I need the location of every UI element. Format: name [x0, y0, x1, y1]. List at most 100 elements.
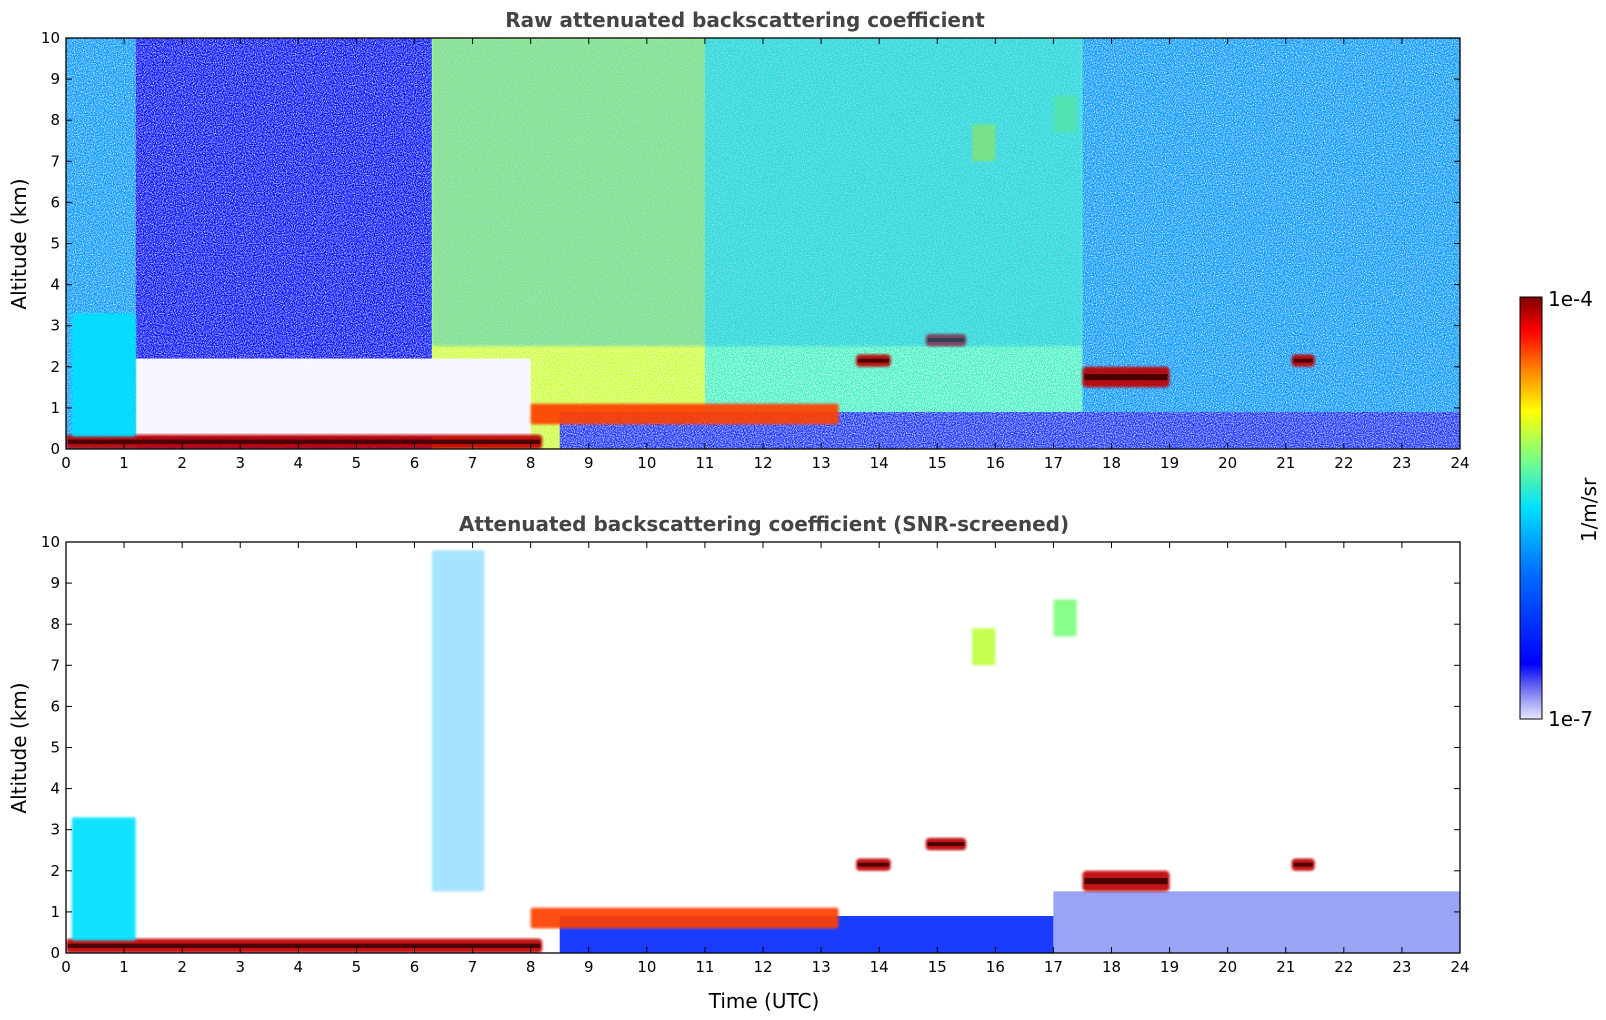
- heatmap-screened: [66, 542, 1460, 953]
- colorbar-gradient: [1519, 296, 1543, 720]
- x-axis-ticks: 0 1 2 3 4 5 6 7 8 9 10 11 12 13 14 15 16 17 18 19 20 21 22 23 24: [61, 38, 1470, 472]
- x-tick-label: 3: [235, 454, 245, 472]
- y-tick-label: 3: [50, 821, 60, 839]
- feature-cirrus-16h: [972, 628, 996, 666]
- y-tick-label: 7: [50, 152, 60, 170]
- x-tick-label: 24: [1450, 454, 1469, 472]
- feature-core-cloud-18h: [1084, 373, 1168, 381]
- y-tick-label: 8: [50, 615, 60, 633]
- x-tick-label: 16: [986, 454, 1005, 472]
- y-tick-label: 6: [50, 193, 60, 211]
- heatmap-cells: [66, 542, 1460, 953]
- x-tick-label: 14: [870, 454, 889, 472]
- x-tick-label: 9: [584, 454, 594, 472]
- panel-title-screened: Attenuated backscattering coefficient (S…: [459, 512, 1069, 536]
- x-tick-label: 19: [1160, 958, 1179, 976]
- x-tick-label: 18: [1102, 454, 1121, 472]
- x-axis-ticks: 0 1 2 3 4 5 6 7 8 9 10 11 12 13 14 15 16 17 18 19 20 21 22 23 24: [61, 542, 1470, 976]
- x-tick-label: 23: [1392, 454, 1411, 472]
- x-tick-label: 2: [177, 454, 187, 472]
- y-tick-label: 6: [50, 697, 60, 715]
- x-tick-label: 14: [870, 958, 889, 976]
- x-axis-label: Time (UTC): [708, 989, 820, 1013]
- x-tick-label: 11: [695, 454, 714, 472]
- x-tick-label: 17: [1044, 454, 1063, 472]
- x-tick-label: 6: [410, 454, 420, 472]
- y-tick-label: 0: [50, 944, 60, 962]
- colorbar-min-label: 1e-7: [1548, 707, 1593, 731]
- x-tick-label: 21: [1276, 958, 1295, 976]
- x-tick-label: 18: [1102, 958, 1121, 976]
- x-tick-label: 7: [468, 454, 478, 472]
- x-tick-label: 12: [753, 454, 772, 472]
- y-tick-label: 9: [50, 574, 60, 592]
- x-tick-label: 1: [119, 454, 129, 472]
- y-axis-label: Altitude (km): [7, 682, 31, 813]
- x-tick-label: 4: [294, 454, 304, 472]
- feature-upper-noise: [431, 38, 1083, 347]
- x-tick-label: 5: [352, 454, 362, 472]
- x-tick-label: 0: [61, 454, 71, 472]
- y-tick-label: 8: [50, 111, 60, 129]
- y-tick-label: 3: [50, 317, 60, 335]
- x-tick-label: 12: [753, 958, 772, 976]
- x-tick-label: 11: [695, 958, 714, 976]
- x-tick-label: 4: [294, 958, 304, 976]
- y-tick-label: 2: [50, 862, 60, 880]
- x-tick-label: 10: [637, 454, 656, 472]
- feature-core-cloud-15h: [927, 842, 965, 846]
- y-tick-label: 10: [41, 29, 60, 47]
- feature-core-boundary-layer-aerosol: [68, 943, 541, 948]
- y-tick-label: 7: [50, 656, 60, 674]
- feature-rising-layer: [530, 403, 839, 425]
- screened-backscatter-panel: Attenuated backscattering coefficient (S…: [7, 512, 1470, 1013]
- x-tick-label: 9: [584, 958, 594, 976]
- x-tick-label: 7: [468, 958, 478, 976]
- x-tick-label: 2: [177, 958, 187, 976]
- heatmap-raw: [66, 38, 1460, 449]
- feature-cirrus-17h: [1053, 599, 1077, 637]
- x-tick-label: 8: [526, 958, 536, 976]
- heatmap-cells: [66, 38, 1460, 449]
- y-tick-label: 1: [50, 399, 60, 417]
- feature-core-cloud-21h: [1293, 862, 1313, 867]
- background: [66, 542, 1460, 953]
- x-tick-label: 15: [928, 958, 947, 976]
- x-tick-label: 23: [1392, 958, 1411, 976]
- feature-core-cloud-18h: [1084, 877, 1168, 885]
- x-tick-label: 3: [235, 958, 245, 976]
- y-tick-label: 4: [50, 276, 60, 294]
- y-axis-ticks: 0 1 2 3 4 5 6 7 8 9 10: [41, 533, 1460, 962]
- x-tick-label: 0: [61, 958, 71, 976]
- feature-core-cloud-21h: [1293, 358, 1313, 363]
- y-tick-label: 1: [50, 903, 60, 921]
- x-tick-label: 15: [928, 454, 947, 472]
- y-tick-label: 0: [50, 440, 60, 458]
- feature-core-cloud-14h: [857, 358, 889, 363]
- x-tick-label: 22: [1334, 454, 1353, 472]
- x-tick-label: 24: [1450, 958, 1469, 976]
- x-tick-label: 10: [637, 958, 656, 976]
- x-tick-label: 6: [410, 958, 420, 976]
- y-tick-label: 4: [50, 780, 60, 798]
- raw-backscatter-panel: Raw attenuated backscattering coefficien…: [7, 8, 1470, 472]
- x-tick-label: 20: [1218, 454, 1237, 472]
- x-tick-label: 13: [812, 958, 831, 976]
- x-tick-label: 21: [1276, 454, 1295, 472]
- colorbar-unit-label: 1/m/sr: [1577, 477, 1601, 542]
- feature-sparse-column-7h: [431, 550, 485, 892]
- panel-title-raw: Raw attenuated backscattering coefficien…: [505, 8, 985, 32]
- feature-morning-plume: [71, 313, 136, 437]
- x-tick-label: 1: [119, 958, 129, 976]
- colorbar: 1e-4 1e-7 1/m/sr: [1519, 287, 1601, 731]
- x-tick-label: 19: [1160, 454, 1179, 472]
- low-layer-faint: [1053, 891, 1460, 953]
- feature-morning-plume: [71, 817, 136, 941]
- y-tick-label: 10: [41, 533, 60, 551]
- x-tick-label: 20: [1218, 958, 1237, 976]
- y-tick-label: 5: [50, 235, 60, 253]
- feature-core-cloud-14h: [857, 862, 889, 867]
- feature-rising-layer: [530, 907, 839, 929]
- x-tick-label: 5: [352, 958, 362, 976]
